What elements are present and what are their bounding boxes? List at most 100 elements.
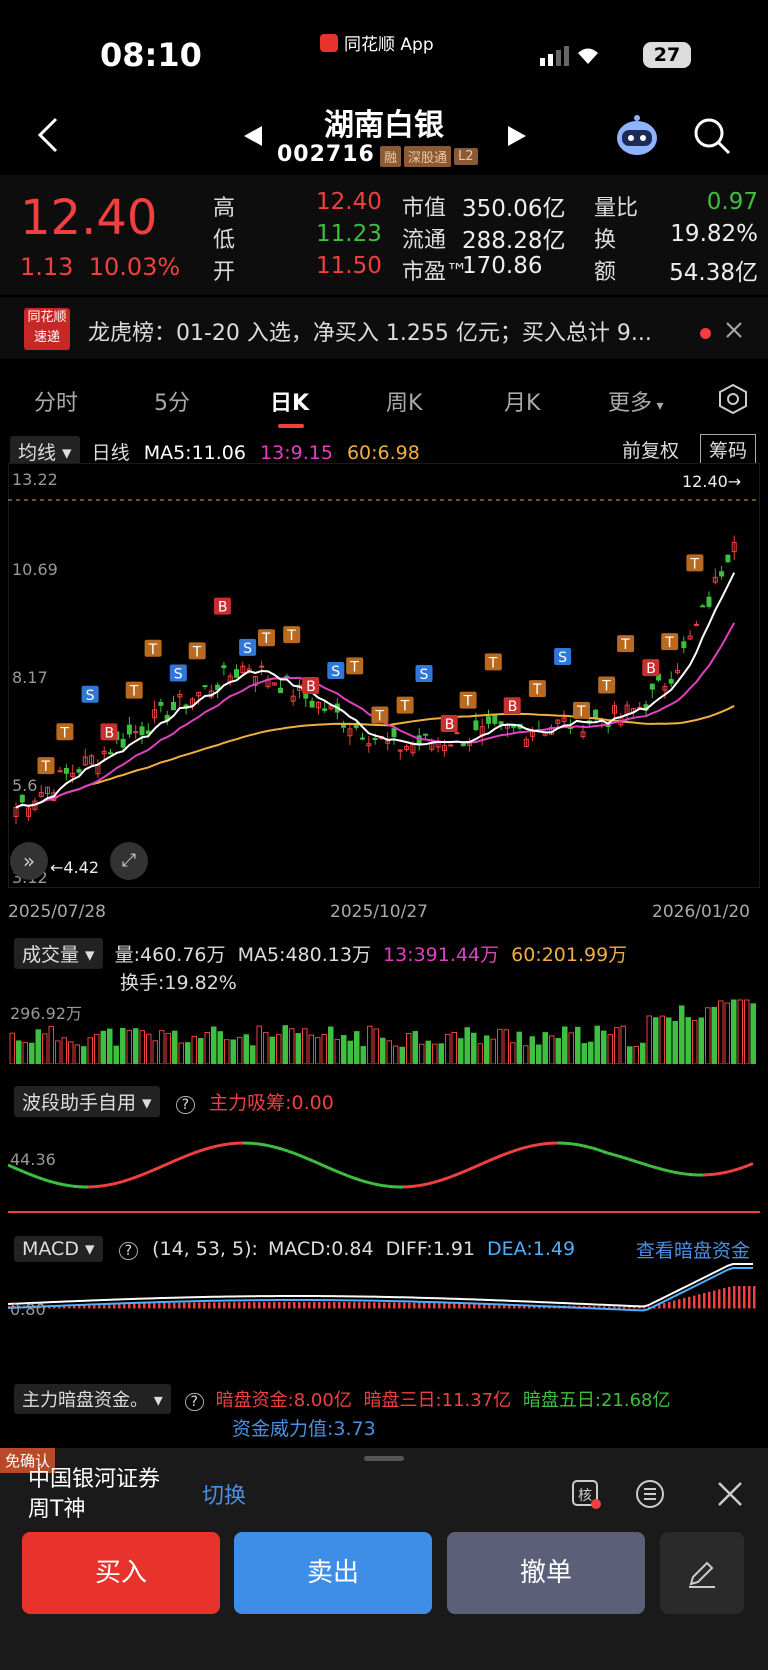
macd-bar: [438, 1303, 441, 1309]
macd-bar: [123, 1303, 126, 1309]
macd-chart[interactable]: [8, 1262, 760, 1362]
wave-segment: [8, 1163, 14, 1169]
candle: [372, 738, 378, 741]
volume-bar: [640, 1042, 646, 1064]
signal-marker-label: B: [306, 679, 316, 695]
news-text[interactable]: 龙虎榜：01-20 入选，净买入 1.255 亿元；买入总计 9...: [88, 321, 652, 346]
tab-5min[interactable]: 5分: [154, 391, 190, 416]
macd-bar: [83, 1304, 86, 1309]
wave-selector[interactable]: 波段助手自用 ▾: [14, 1086, 160, 1117]
macd-bar: [373, 1302, 376, 1309]
back-arrow-icon[interactable]: [36, 116, 60, 154]
signal-marker: [459, 691, 477, 709]
help-icon[interactable]: ?: [175, 1096, 196, 1114]
volume-selector[interactable]: 成交量 ▾: [14, 938, 103, 969]
candle: [693, 623, 699, 626]
low-price-label: ←4.42: [50, 858, 100, 877]
macd-bar: [498, 1304, 501, 1309]
volume-chart[interactable]: [8, 996, 760, 1064]
wave-segment: [42, 1177, 49, 1183]
tab-daily-k[interactable]: 日K: [270, 391, 310, 416]
dark-selector[interactable]: 主力暗盘资金。 ▾: [14, 1384, 171, 1414]
macd-bar: [113, 1303, 116, 1309]
verify-icon[interactable]: 核: [570, 1478, 602, 1510]
tab-monthly-k[interactable]: 月K: [504, 391, 541, 416]
wave-chart[interactable]: [8, 1120, 760, 1215]
volume-bar: [698, 1017, 704, 1064]
wave-segment: [462, 1168, 469, 1174]
volume-bar: [536, 1044, 542, 1064]
close-trade-icon[interactable]: [716, 1480, 744, 1508]
status-time: 08:10: [100, 36, 202, 74]
macd-bar: [208, 1302, 211, 1309]
tab-intraday[interactable]: 分时: [34, 391, 79, 416]
wave-segment: [127, 1176, 134, 1182]
volume-bar: [191, 1035, 197, 1064]
volume-bar: [412, 1031, 418, 1064]
candle: [360, 737, 365, 740]
quote-value: 19.82%: [670, 221, 758, 247]
candle: [38, 792, 44, 797]
volume-bar: [100, 1030, 106, 1064]
last-price-label: 12.40→: [682, 472, 742, 491]
candle: [486, 716, 491, 724]
volume-bar: [386, 1040, 392, 1064]
candle: [322, 708, 328, 711]
volume-bar: [146, 1033, 152, 1064]
wave-segment: [327, 1166, 334, 1172]
candle: [221, 665, 227, 669]
tab-more[interactable]: 更多 ▾: [608, 391, 664, 416]
adjust-mode[interactable]: 前复权: [622, 440, 680, 462]
wave-segment: [272, 1145, 279, 1150]
candle: [309, 700, 315, 708]
collapse-icon[interactable]: »: [10, 842, 48, 880]
candle: [133, 731, 139, 734]
macd-selector[interactable]: MACD ▾: [14, 1236, 103, 1262]
volume-bar: [653, 1017, 659, 1064]
robot-assistant-icon[interactable]: [614, 114, 660, 158]
macd-bar: [313, 1302, 316, 1309]
volume-bar: [256, 1025, 262, 1064]
macd-bar: [643, 1307, 646, 1309]
volume-bar: [315, 1037, 321, 1064]
next-stock-icon[interactable]: [506, 124, 528, 148]
macd-bar: [93, 1304, 96, 1309]
switch-broker-button[interactable]: 切换: [202, 1484, 247, 1509]
macd-bar: [683, 1298, 686, 1309]
fullscreen-icon[interactable]: ⤢: [110, 842, 148, 880]
signal-marker: [686, 554, 704, 572]
edit-button[interactable]: [660, 1532, 744, 1614]
candle: [454, 732, 460, 735]
ma-selector[interactable]: 均线 ▾: [10, 436, 80, 467]
search-icon[interactable]: [692, 116, 732, 156]
macd-bar: [128, 1303, 131, 1309]
macd-bar: [718, 1289, 721, 1309]
settings-hexagon-icon[interactable]: [717, 383, 749, 415]
volume-bar: [607, 1034, 613, 1064]
help-icon[interactable]: ?: [118, 1242, 139, 1260]
wave-segment: [502, 1151, 509, 1157]
macd-bar: [603, 1306, 606, 1309]
volume-bar: [48, 1026, 54, 1064]
close-news-icon[interactable]: [724, 320, 744, 340]
candle: [561, 717, 567, 723]
news-bar[interactable]: [0, 297, 768, 359]
chips-button[interactable]: 筹码: [700, 434, 757, 465]
volume-bar: [490, 1038, 496, 1064]
help-icon[interactable]: ?: [184, 1393, 204, 1411]
macd-bar: [288, 1302, 291, 1309]
volume-bar: [685, 1017, 691, 1064]
prev-stock-icon[interactable]: [242, 124, 264, 148]
cancel-order-button[interactable]: 撤单: [447, 1532, 645, 1614]
buy-button[interactable]: 买入: [22, 1532, 220, 1614]
drag-handle[interactable]: [364, 1456, 404, 1461]
macd-bar: [233, 1302, 236, 1309]
sell-button[interactable]: 卖出: [234, 1532, 432, 1614]
wave-segment: [252, 1141, 259, 1146]
tab-weekly-k[interactable]: 周K: [386, 391, 423, 416]
quote-label: 流通: [402, 228, 447, 253]
menu-list-icon[interactable]: [634, 1478, 666, 1510]
dark-fund-link[interactable]: 查看暗盘资金: [636, 1240, 751, 1262]
quote-value: 170.86: [462, 253, 543, 279]
